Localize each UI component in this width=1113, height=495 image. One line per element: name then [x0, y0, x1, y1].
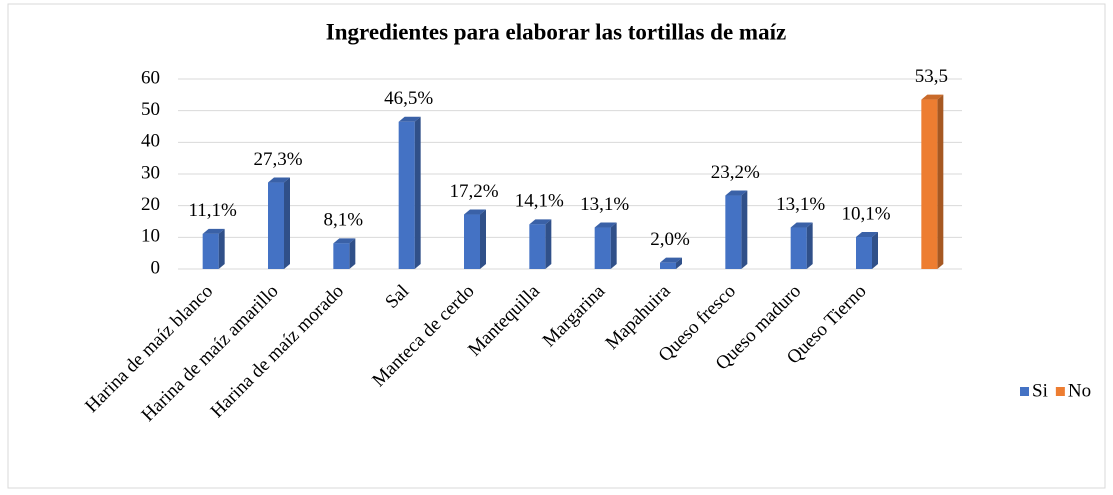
bar-top — [921, 94, 944, 100]
bar — [202, 233, 219, 269]
bar — [790, 227, 807, 269]
bar — [921, 99, 938, 269]
y-tick-label: 0 — [151, 257, 161, 278]
data-label: 13,1% — [580, 194, 629, 215]
bar-side — [741, 190, 748, 269]
bar-side — [284, 177, 290, 269]
data-label: 46,5% — [384, 88, 433, 109]
data-label: 53,5 — [915, 66, 948, 87]
bar-side — [610, 222, 617, 269]
data-label: 23,2% — [711, 162, 760, 183]
legend-swatch — [1055, 387, 1065, 396]
bar-top — [725, 190, 748, 196]
bar-side — [545, 219, 552, 269]
bar-top — [333, 238, 356, 244]
data-label: 17,2% — [449, 181, 498, 202]
bar-side — [676, 257, 682, 269]
y-tick-label: 20 — [141, 194, 160, 215]
bar — [725, 195, 742, 269]
bar-side — [349, 238, 356, 269]
bar-top — [529, 219, 552, 225]
data-label: 13,1% — [776, 194, 825, 215]
y-tick-label: 60 — [141, 67, 160, 88]
chart-title: Ingredientes para elaborar las tortillas… — [326, 19, 786, 44]
data-label: 2,0% — [650, 229, 690, 250]
bar-side — [806, 222, 813, 269]
bar — [660, 262, 676, 269]
bar-side — [937, 94, 944, 269]
data-label: 14,1% — [515, 191, 564, 212]
bar — [333, 243, 350, 269]
bar-top — [660, 257, 682, 263]
data-label: 8,1% — [324, 210, 364, 231]
bar — [594, 227, 611, 269]
data-label: 10,1% — [841, 203, 890, 224]
data-label: 11,1% — [188, 200, 237, 221]
bar-side — [414, 116, 421, 269]
bar-top — [594, 222, 617, 228]
y-tick-label: 50 — [141, 99, 160, 120]
legend-label: Si — [1032, 380, 1048, 401]
bar — [268, 182, 284, 269]
bar-side — [872, 232, 878, 269]
bar-top — [398, 116, 421, 122]
bar — [398, 121, 415, 269]
bar-side — [480, 209, 486, 269]
bar — [856, 237, 872, 269]
bar-top — [790, 222, 813, 228]
bar-top — [268, 177, 290, 183]
bar-top — [464, 209, 486, 215]
bar-top — [856, 232, 878, 238]
bar — [529, 224, 546, 269]
y-tick-label: 30 — [141, 162, 160, 183]
bar-top — [202, 228, 225, 234]
data-label: 27,3% — [253, 149, 302, 170]
bar — [464, 214, 480, 269]
y-tick-label: 40 — [141, 131, 160, 152]
legend-label: No — [1068, 380, 1091, 401]
y-tick-label: 10 — [141, 226, 160, 247]
bar-side — [218, 228, 225, 269]
legend-swatch — [1020, 387, 1029, 396]
